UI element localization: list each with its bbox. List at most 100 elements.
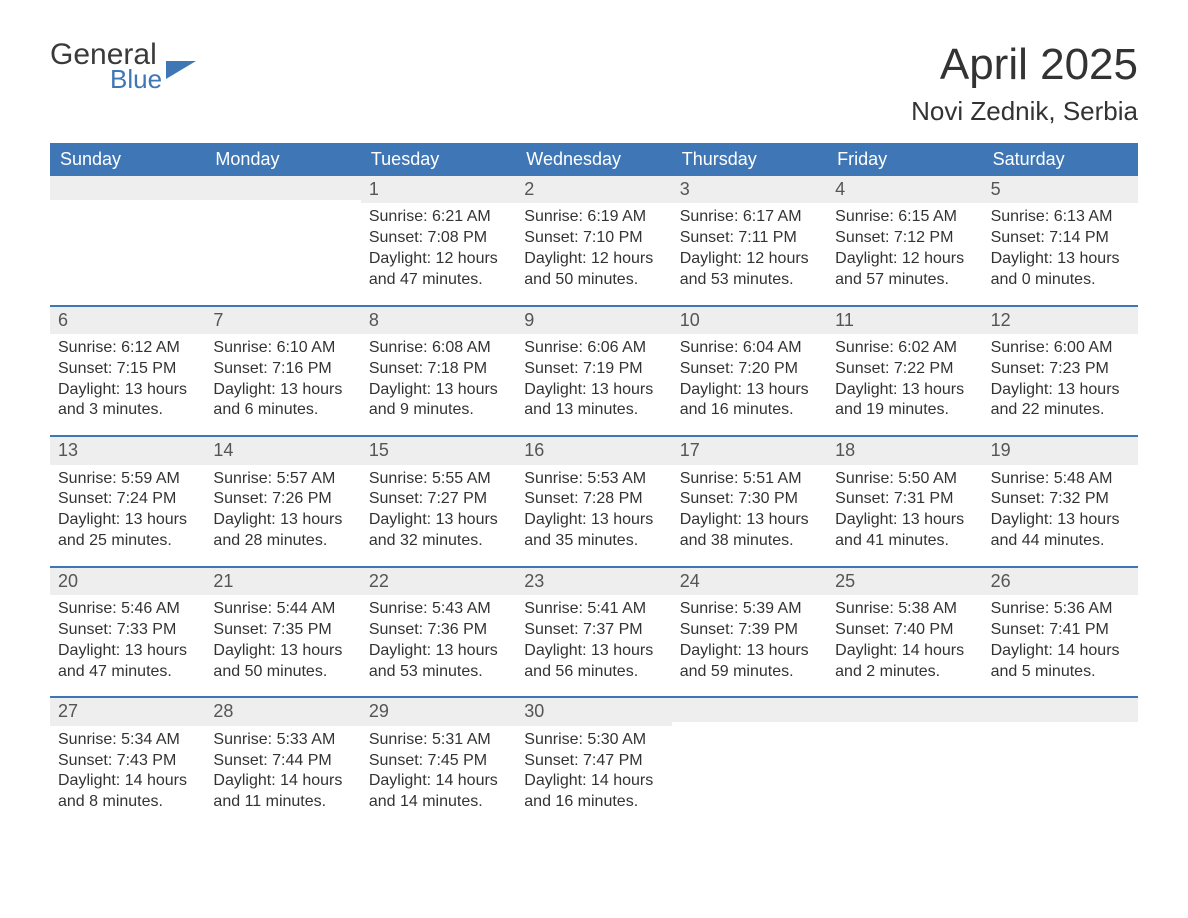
daylight-value: Daylight: 13 hours and 19 minutes. — [835, 380, 974, 422]
day-number: 24 — [672, 568, 827, 595]
calendar-day: 30Sunrise: 5:30 AMSunset: 7:47 PMDayligh… — [516, 698, 671, 827]
day-number: 16 — [516, 437, 671, 464]
daylight-value: Daylight: 13 hours and 6 minutes. — [213, 380, 352, 422]
sunset-value: Sunset: 7:10 PM — [524, 228, 663, 249]
daylight-value: Daylight: 13 hours and 38 minutes. — [680, 510, 819, 552]
calendar-week: 6Sunrise: 6:12 AMSunset: 7:15 PMDaylight… — [50, 305, 1138, 436]
daylight-value: Daylight: 13 hours and 44 minutes. — [991, 510, 1130, 552]
calendar-day: 23 Sunrise: 5:41 AMSunset: 7:37 PMDayligh… — [516, 568, 671, 697]
day-number: 26 — [983, 568, 1138, 595]
calendar-day — [50, 176, 205, 305]
day-number: 20 — [50, 568, 205, 595]
sunset-value: Sunset: 7:39 PM — [680, 620, 819, 641]
sunrise-value: Sunrise: 6:00 AM — [991, 338, 1130, 359]
calendar-day — [827, 698, 982, 827]
daylight-value: Daylight: 14 hours and 11 minutes. — [213, 771, 352, 813]
calendar-day: 26Sunrise: 5:36 AMSunset: 7:41 PMDayligh… — [983, 568, 1138, 697]
calendar-day: 13Sunrise: 5:59 AMSunset: 7:24 PMDayligh… — [50, 437, 205, 566]
daylight-value: Daylight: 14 hours and 14 minutes. — [369, 771, 508, 813]
day-number: 29 — [361, 698, 516, 725]
sunset-value: Sunset: 7:31 PM — [835, 489, 974, 510]
logo-text-line2: Blue — [110, 64, 162, 95]
day-number — [983, 698, 1138, 722]
day-number: 25 — [827, 568, 982, 595]
sunrise-value: Sunrise: 5:44 AM — [213, 599, 352, 620]
daylight-value: Daylight: 12 hours and 57 minutes. — [835, 249, 974, 291]
calendar-day: 4 Sunrise: 6:15 AMSunset: 7:12 PMDaylight… — [827, 176, 982, 305]
daylight-value: Daylight: 13 hours and 59 minutes. — [680, 641, 819, 683]
sunset-value: Sunset: 7:30 PM — [680, 489, 819, 510]
sunset-value: Sunset: 7:12 PM — [835, 228, 974, 249]
weekday-header: Sunday — [50, 143, 205, 176]
sunset-value: Sunset: 7:35 PM — [213, 620, 352, 641]
calendar-day: 24Sunrise: 5:39 AMSunset: 7:39 PMDayligh… — [672, 568, 827, 697]
sunrise-value: Sunrise: 6:15 AM — [835, 207, 974, 228]
weekday-header: Friday — [827, 143, 982, 176]
day-number — [205, 176, 360, 200]
sunset-value: Sunset: 7:40 PM — [835, 620, 974, 641]
sunset-value: Sunset: 7:11 PM — [680, 228, 819, 249]
daylight-value: Daylight: 13 hours and 56 minutes. — [524, 641, 663, 683]
calendar-day: 11Sunrise: 6:02 AMSunset: 7:22 PMDayligh… — [827, 307, 982, 436]
daylight-value: Daylight: 13 hours and 25 minutes. — [58, 510, 197, 552]
sunrise-value: Sunrise: 6:12 AM — [58, 338, 197, 359]
daylight-value: Daylight: 13 hours and 0 minutes. — [991, 249, 1130, 291]
sunrise-value: Sunrise: 6:19 AM — [524, 207, 663, 228]
sunset-value: Sunset: 7:37 PM — [524, 620, 663, 641]
sunrise-value: Sunrise: 5:48 AM — [991, 469, 1130, 490]
sunrise-value: Sunrise: 5:53 AM — [524, 469, 663, 490]
daylight-value: Daylight: 13 hours and 13 minutes. — [524, 380, 663, 422]
sunrise-value: Sunrise: 5:34 AM — [58, 730, 197, 751]
sunset-value: Sunset: 7:15 PM — [58, 359, 197, 380]
day-number: 13 — [50, 437, 205, 464]
daylight-value: Daylight: 12 hours and 50 minutes. — [524, 249, 663, 291]
sunset-value: Sunset: 7:45 PM — [369, 751, 508, 772]
day-number — [50, 176, 205, 200]
daylight-value: Daylight: 13 hours and 53 minutes. — [369, 641, 508, 683]
calendar-day: 19Sunrise: 5:48 AMSunset: 7:32 PMDayligh… — [983, 437, 1138, 566]
sunset-value: Sunset: 7:18 PM — [369, 359, 508, 380]
day-number: 4 — [827, 176, 982, 203]
calendar-day: 8Sunrise: 6:08 AMSunset: 7:18 PMDaylight… — [361, 307, 516, 436]
sunset-value: Sunset: 7:23 PM — [991, 359, 1130, 380]
sunrise-value: Sunrise: 5:36 AM — [991, 599, 1130, 620]
sunrise-value: Sunrise: 5:46 AM — [58, 599, 197, 620]
calendar-day: 3Sunrise: 6:17 AMSunset: 7:11 PMDaylight… — [672, 176, 827, 305]
sunset-value: Sunset: 7:27 PM — [369, 489, 508, 510]
day-number: 15 — [361, 437, 516, 464]
weekday-header: Wednesday — [516, 143, 671, 176]
calendar-day: 16Sunrise: 5:53 AMSunset: 7:28 PMDayligh… — [516, 437, 671, 566]
day-number: 7 — [205, 307, 360, 334]
day-number — [827, 698, 982, 722]
sunset-value: Sunset: 7:26 PM — [213, 489, 352, 510]
calendar-day: 21Sunrise: 5:44 AMSunset: 7:35 PMDayligh… — [205, 568, 360, 697]
day-number: 11 — [827, 307, 982, 334]
sunrise-value: Sunrise: 5:50 AM — [835, 469, 974, 490]
sunrise-value: Sunrise: 5:30 AM — [524, 730, 663, 751]
sunrise-value: Sunrise: 5:51 AM — [680, 469, 819, 490]
sunrise-value: Sunrise: 5:41 AM — [524, 599, 663, 620]
day-number: 10 — [672, 307, 827, 334]
calendar-day: 27Sunrise: 5:34 AMSunset: 7:43 PMDayligh… — [50, 698, 205, 827]
sunrise-value: Sunrise: 5:55 AM — [369, 469, 508, 490]
calendar-day: 22Sunrise: 5:43 AMSunset: 7:36 PMDayligh… — [361, 568, 516, 697]
daylight-value: Daylight: 12 hours and 53 minutes. — [680, 249, 819, 291]
day-number: 8 — [361, 307, 516, 334]
sunset-value: Sunset: 7:19 PM — [524, 359, 663, 380]
daylight-value: Daylight: 13 hours and 41 minutes. — [835, 510, 974, 552]
sunrise-value: Sunrise: 6:06 AM — [524, 338, 663, 359]
calendar-week: 27Sunrise: 5:34 AMSunset: 7:43 PMDayligh… — [50, 696, 1138, 827]
calendar-day: 2Sunrise: 6:19 AMSunset: 7:10 PMDaylight… — [516, 176, 671, 305]
calendar-day — [672, 698, 827, 827]
day-number: 23 — [516, 568, 671, 595]
day-number: 12 — [983, 307, 1138, 334]
header: General Blue April 2025 Novi Zednik, Ser… — [50, 40, 1138, 127]
daylight-value: Daylight: 13 hours and 9 minutes. — [369, 380, 508, 422]
sunset-value: Sunset: 7:36 PM — [369, 620, 508, 641]
calendar-day: 25Sunrise: 5:38 AMSunset: 7:40 PMDayligh… — [827, 568, 982, 697]
calendar-day: 20Sunrise: 5:46 AMSunset: 7:33 PMDayligh… — [50, 568, 205, 697]
day-number: 9 — [516, 307, 671, 334]
calendar-week: 20Sunrise: 5:46 AMSunset: 7:33 PMDayligh… — [50, 566, 1138, 697]
daylight-value: Daylight: 13 hours and 32 minutes. — [369, 510, 508, 552]
weekday-header: Monday — [205, 143, 360, 176]
